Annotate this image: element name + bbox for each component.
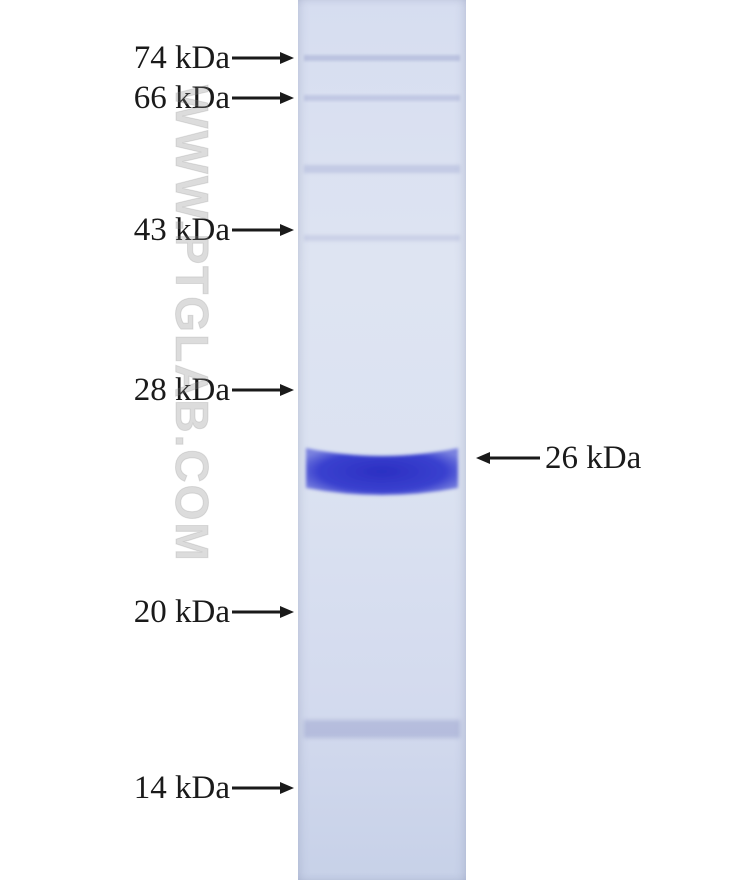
main-band-26kda — [298, 438, 466, 504]
marker-label-14: 14 kDa — [134, 770, 230, 807]
marker-arrow-14 — [232, 778, 294, 798]
faint-band-upper — [304, 165, 460, 173]
target-arrow-26 — [474, 448, 540, 468]
faint-band-43 — [304, 235, 460, 241]
target-label-26: 26 kDa — [545, 440, 641, 477]
faint-band-74 — [304, 55, 460, 61]
faint-band-lower — [304, 720, 460, 738]
marker-arrow-74 — [232, 48, 294, 68]
faint-band-66 — [304, 95, 460, 101]
marker-label-28: 28 kDa — [134, 372, 230, 409]
watermark-text: WWW.PTGLAB.COM — [165, 85, 219, 563]
gel-lane — [298, 0, 466, 880]
marker-arrow-28 — [232, 380, 294, 400]
marker-label-43: 43 kDa — [134, 212, 230, 249]
marker-arrow-43 — [232, 220, 294, 240]
marker-label-74: 74 kDa — [134, 40, 230, 77]
marker-arrow-20 — [232, 602, 294, 622]
marker-label-20: 20 kDa — [134, 594, 230, 631]
marker-label-66: 66 kDa — [134, 80, 230, 117]
marker-arrow-66 — [232, 88, 294, 108]
